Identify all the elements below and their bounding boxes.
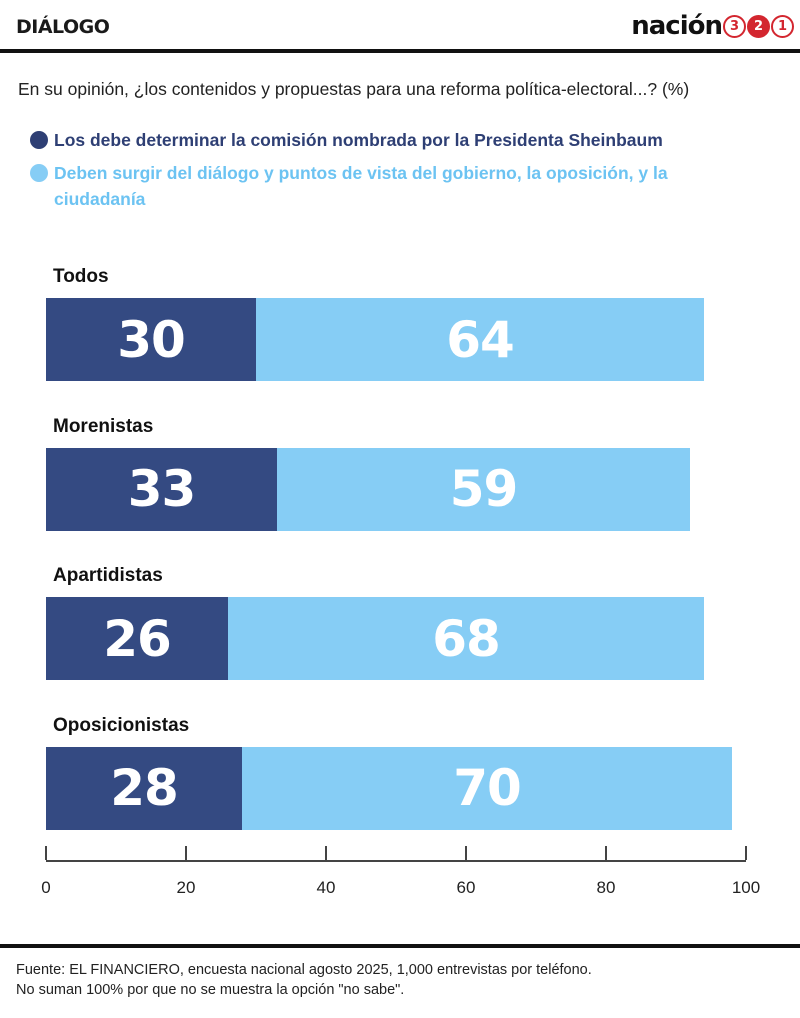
data-label: 59	[449, 460, 519, 518]
x-tick	[465, 846, 467, 860]
data-label: 70	[453, 759, 522, 817]
data-label: 64	[446, 310, 515, 369]
brand-digit-3: 3	[723, 14, 746, 38]
category-label-apartidistas: Apartidistas	[53, 565, 163, 586]
bar-segment-todos-series-2: 64	[256, 298, 704, 381]
legend-item-dialogue: Deben surgir del diálogo y puntos de vis…	[30, 160, 734, 212]
data-label: 68	[432, 609, 501, 668]
bar-segment-apartidistas-series-2: 68	[228, 597, 704, 680]
source-note: Fuente: EL FINANCIERO, encuesta nacional…	[16, 960, 592, 1000]
bar-segment-morenistas-series-2: 59	[277, 447, 690, 531]
bar-segment-apartidistas-series-1: 26	[46, 597, 228, 680]
bar-segment-morenistas-series-1: 33	[46, 447, 277, 531]
x-tick-label: 80	[596, 878, 616, 897]
bar-chart: Todos 30 64 Morenistas 33 59 Apartidistas 26 68 O…	[41, 266, 761, 897]
header-rule	[0, 49, 800, 53]
bar-segment-oposicionistas-series-1: 28	[46, 746, 242, 830]
x-tick-label: 20	[176, 878, 196, 897]
x-tick-label: 0	[41, 878, 51, 897]
brand-logo: nación 3 2 1	[631, 10, 794, 42]
x-tick	[605, 846, 607, 860]
note-line: No suman 100% por que no se muestra la o…	[16, 982, 405, 998]
x-tick-label: 100	[731, 878, 761, 897]
bar-segment-todos-series-1: 30	[46, 298, 256, 381]
x-tick	[45, 846, 47, 860]
data-label: 26	[103, 609, 172, 668]
question-text: En su opinión, ¿los contenidos y propues…	[18, 79, 690, 99]
legend-dot-icon	[30, 164, 48, 182]
footer-rule	[0, 944, 800, 948]
x-tick	[325, 846, 327, 860]
data-label: 33	[127, 460, 197, 518]
header: DIÁLOGO nación 3 2 1	[0, 0, 800, 52]
brand-wordmark: nación	[631, 11, 723, 41]
bar-segment-oposicionistas-series-2: 70	[242, 746, 732, 830]
legend-item-commission: Los debe determinar la comisión nombrada…	[30, 127, 754, 153]
brand-digit-1: 1	[771, 14, 794, 38]
data-label: 28	[110, 759, 179, 817]
category-label-oposicionistas: Oposicionistas	[53, 714, 190, 736]
x-tick	[745, 846, 747, 860]
source-line: Fuente: EL FINANCIERO, encuesta nacional…	[16, 962, 592, 978]
category-label-morenistas: Morenistas	[53, 415, 154, 437]
legend-label: Los debe determinar la comisión nombrada…	[54, 130, 663, 150]
category-label-todos: Todos	[53, 266, 109, 287]
legend-dot-icon	[30, 131, 48, 149]
x-axis-line	[46, 860, 746, 862]
legend-label: Deben surgir del diálogo y puntos de vis…	[54, 163, 668, 209]
brand-digit-2: 2	[747, 14, 770, 38]
x-tick-label: 40	[316, 878, 336, 897]
x-tick-label: 60	[456, 878, 476, 897]
data-label: 30	[117, 310, 186, 369]
x-tick	[185, 846, 187, 860]
section-label: DIÁLOGO	[16, 16, 110, 38]
